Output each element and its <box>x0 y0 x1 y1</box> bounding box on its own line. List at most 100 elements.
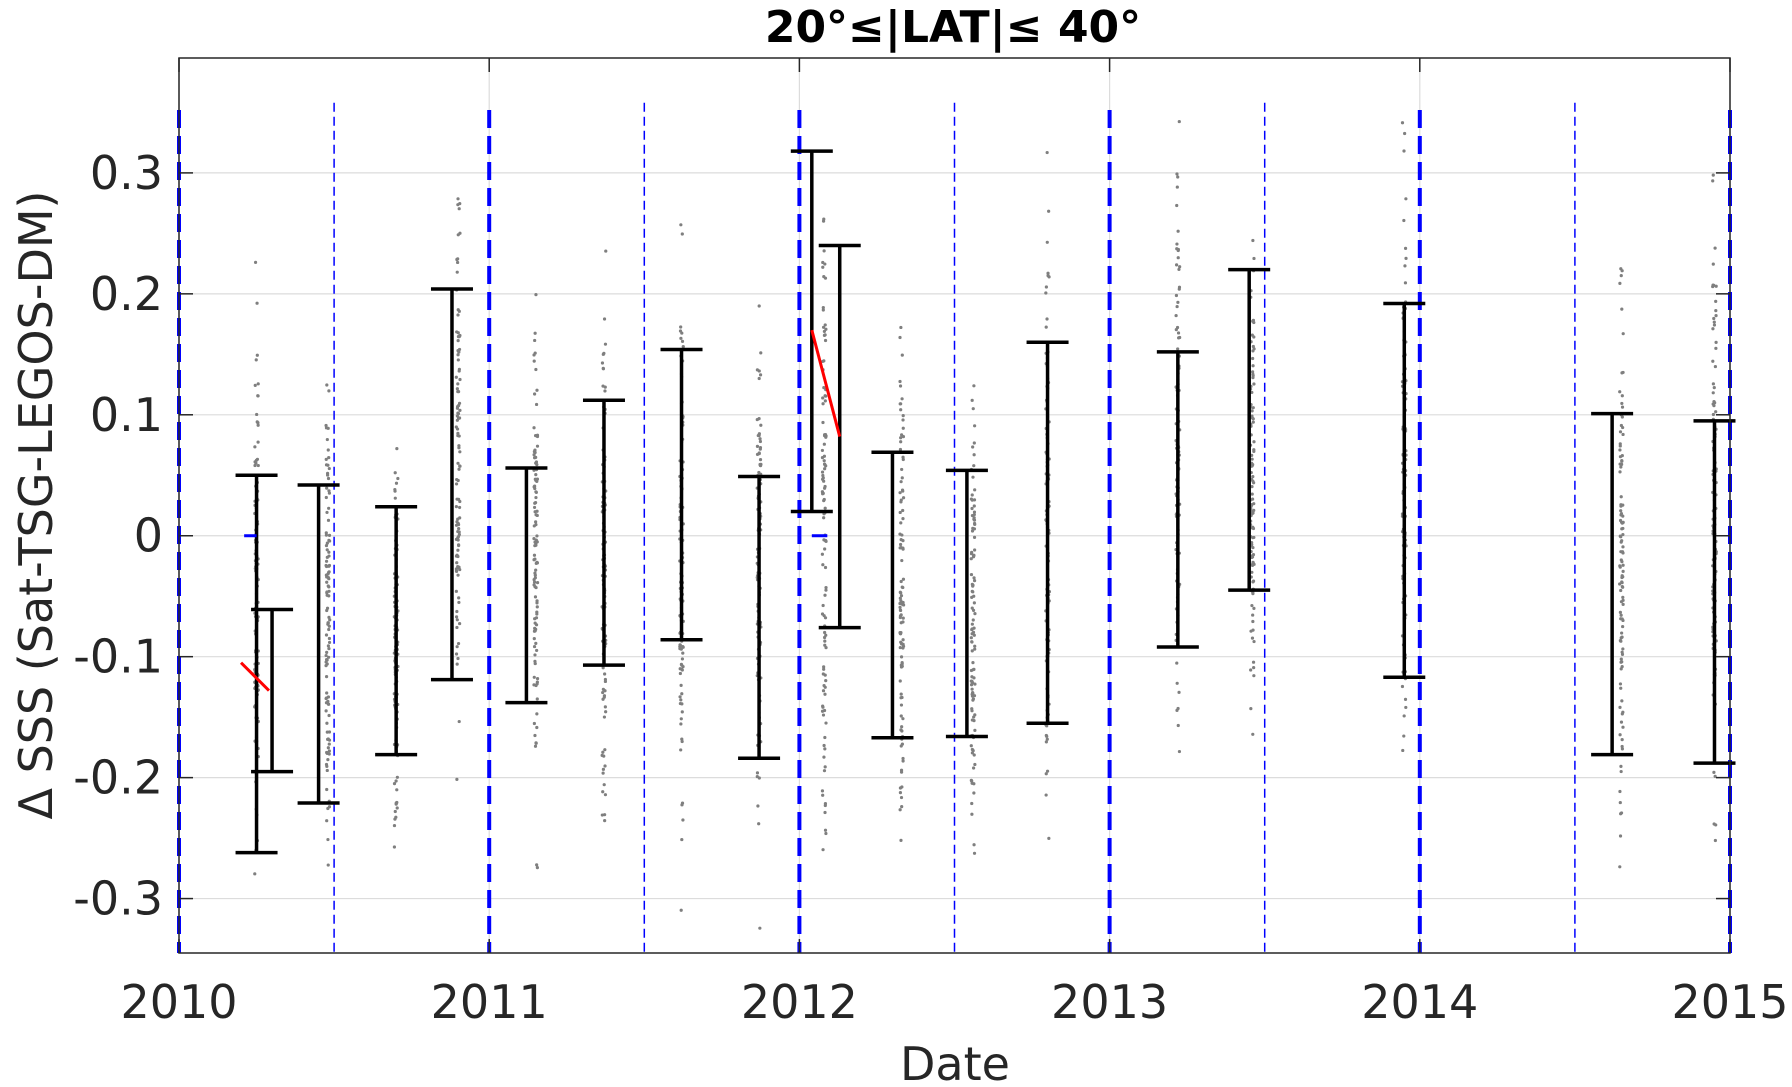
data-point <box>395 775 399 779</box>
data-point <box>970 675 974 679</box>
data-point <box>457 467 461 471</box>
data-point <box>256 440 260 444</box>
data-point <box>680 837 684 842</box>
data-point <box>324 709 328 713</box>
data-point <box>972 510 977 514</box>
data-point <box>534 513 538 517</box>
data-point <box>973 682 977 686</box>
plot-box <box>178 57 1731 954</box>
data-point <box>820 448 825 453</box>
data-point <box>755 774 759 779</box>
data-point <box>898 546 902 550</box>
data-point <box>898 608 903 612</box>
data-point <box>1175 708 1179 712</box>
data-point <box>901 457 905 462</box>
data-point <box>679 908 683 912</box>
data-point <box>456 313 460 317</box>
data-point <box>824 831 828 836</box>
data-point <box>1175 304 1179 309</box>
data-point <box>823 484 827 489</box>
data-point <box>1711 391 1715 395</box>
data-point <box>823 630 827 635</box>
data-point <box>455 561 459 565</box>
data-point <box>326 448 330 452</box>
data-point <box>820 789 825 793</box>
data-point <box>821 420 825 425</box>
data-point <box>898 791 903 795</box>
data-point <box>1046 271 1050 275</box>
data-point <box>327 456 331 460</box>
data-point <box>1712 822 1716 826</box>
data-point <box>394 481 399 485</box>
data-point <box>601 687 605 692</box>
data-point <box>601 352 605 356</box>
data-point <box>821 325 826 329</box>
data-point <box>395 788 399 792</box>
data-point <box>899 770 904 774</box>
data-point <box>457 309 461 313</box>
data-point <box>901 546 905 550</box>
data-point <box>603 389 607 393</box>
data-point <box>1175 185 1179 189</box>
data-point <box>679 748 683 752</box>
data-point <box>325 510 329 515</box>
data-point <box>457 719 461 724</box>
data-point <box>823 565 828 570</box>
data-point <box>1621 563 1625 567</box>
data-point <box>971 475 975 479</box>
data-point <box>969 778 973 782</box>
data-point <box>534 402 539 407</box>
data-point <box>535 863 539 867</box>
data-point <box>971 661 975 665</box>
data-point <box>457 416 462 420</box>
data-point <box>1176 256 1180 260</box>
data-point <box>970 812 974 816</box>
data-point <box>900 729 904 733</box>
data-point <box>1621 370 1625 375</box>
data-point <box>973 644 977 648</box>
data-point <box>1619 274 1623 278</box>
data-point <box>898 679 902 683</box>
data-point <box>533 331 537 335</box>
data-point <box>1174 328 1178 332</box>
data-point <box>1621 532 1625 537</box>
data-point <box>532 505 537 510</box>
data-point <box>394 815 398 819</box>
data-point <box>325 486 329 490</box>
data-point <box>535 581 540 585</box>
data-point <box>822 459 826 463</box>
data-point <box>901 585 905 590</box>
data-point <box>455 330 459 334</box>
data-point <box>395 806 399 810</box>
data-point <box>255 353 259 357</box>
data-point <box>327 636 332 641</box>
data-point <box>1619 558 1623 562</box>
data-point <box>1044 740 1048 744</box>
data-point <box>1403 131 1407 136</box>
data-point <box>327 646 331 651</box>
data-point <box>972 626 976 630</box>
data-point <box>899 696 903 700</box>
data-point <box>1176 175 1180 179</box>
data-point <box>899 703 904 707</box>
data-point <box>680 692 684 696</box>
data-point <box>1047 209 1051 213</box>
data-point <box>1712 323 1717 327</box>
data-point <box>1621 432 1625 437</box>
data-point <box>821 713 826 717</box>
data-point <box>1713 774 1717 778</box>
data-point <box>972 464 976 468</box>
data-point <box>824 646 828 650</box>
data-point <box>1251 370 1255 374</box>
data-point <box>327 742 331 746</box>
data-point <box>973 424 977 428</box>
data-point <box>324 675 329 679</box>
data-point <box>601 771 605 775</box>
data-point <box>324 423 328 428</box>
data-point <box>1174 263 1179 267</box>
data-point <box>1044 285 1048 289</box>
y-tick-label: -0.3 <box>73 872 163 926</box>
data-point <box>325 819 329 823</box>
data-point <box>533 617 537 621</box>
